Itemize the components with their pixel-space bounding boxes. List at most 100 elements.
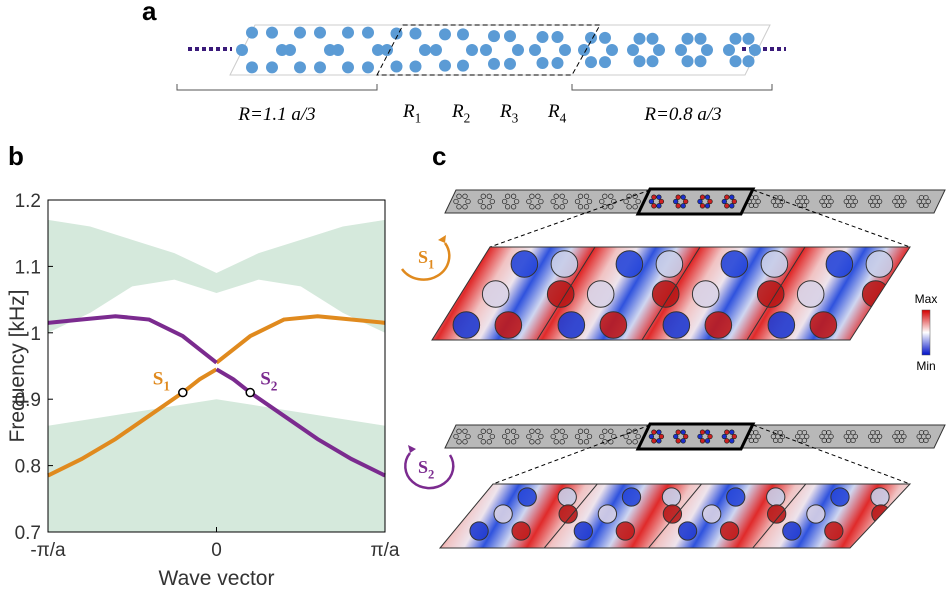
rod [723,44,735,56]
rod [768,505,786,523]
x-tick-label: -π/a [30,540,66,561]
rod [559,505,577,523]
rod [236,44,248,56]
rod [730,439,735,444]
arrow-head [408,445,416,453]
rod [676,439,681,444]
rod [494,505,512,523]
panel-label: a [142,0,157,26]
rod [652,281,679,308]
rod [652,439,657,444]
rod [578,44,590,56]
rod [652,430,657,435]
y-tick-label: 1 [30,324,41,345]
rod [659,434,664,439]
rod [362,61,374,73]
rod [673,199,678,204]
rod [730,430,735,435]
rod [662,488,680,506]
rod [683,434,688,439]
rod [488,58,500,70]
rod [558,488,576,506]
rod [695,33,707,45]
rod [761,251,788,278]
panel-a: R=1.1 a/3R=0.8 a/3R1R2R3R4 [177,25,786,126]
rod [653,44,665,56]
rod [410,60,422,72]
colorbar-label: Max [915,292,938,306]
y-tick-label: 0.8 [15,457,41,478]
rod [657,204,662,209]
rod [743,33,755,45]
rod [675,44,687,56]
rod [871,488,889,506]
rod [705,312,732,339]
rod [342,27,354,39]
rod [266,27,278,39]
y-tick-label: 1.1 [15,257,41,278]
rod [657,439,662,444]
state-marker [246,389,254,397]
rod [757,281,784,308]
rod [676,430,681,435]
rod [649,199,654,204]
rod [470,522,488,540]
rod [831,488,849,506]
rod [703,505,721,523]
panel-b: 0.70.80.911.11.2-π/a0π/aWave vectorFrequ… [6,191,400,590]
rod [678,522,696,540]
label-main: S [153,369,164,390]
rod [700,195,705,200]
rod [708,434,713,439]
rod [457,60,469,72]
rod [482,281,509,308]
rod [826,251,853,278]
figure: a b c R=1.1 a/3R=0.8 a/3R1R2R3R4 0.70.80… [0,0,947,599]
rod [700,204,705,209]
label-sub: 4 [560,111,567,126]
x-tick-label: π/a [371,540,400,561]
rod [439,28,451,40]
rod [866,251,893,278]
rod [722,199,727,204]
rod [246,61,258,73]
rod [419,44,431,56]
label-main: R [499,101,512,122]
rod [600,312,627,339]
rod [730,55,742,67]
label: R4 [547,101,567,126]
rod [682,55,694,67]
rod [705,204,710,209]
rod [381,44,393,56]
rod [701,44,713,56]
rod [410,28,422,40]
rod [676,204,681,209]
rod [825,522,843,540]
panel-c: S1S2MaxMin [402,189,945,548]
rod [266,61,278,73]
rod [294,27,306,39]
rod [634,33,646,45]
rod [627,44,639,56]
label-sub: 1 [163,378,170,393]
rod [807,505,825,523]
rod [457,28,469,40]
rod [552,31,564,43]
rod [725,195,730,200]
label-main: S [418,457,428,477]
rod [430,44,442,56]
panel-label: c [432,141,446,171]
rod [480,44,492,56]
rod [720,522,738,540]
rod [616,522,634,540]
rod [767,488,785,506]
label-main: S [418,247,428,267]
rod [552,57,564,69]
y-tick-label: 1.2 [15,191,41,212]
colorbar [922,310,930,355]
rod [585,56,597,68]
supercell-strip [445,190,945,213]
label-sub: 3 [512,111,519,126]
state-marker [179,389,187,397]
rod [732,434,737,439]
